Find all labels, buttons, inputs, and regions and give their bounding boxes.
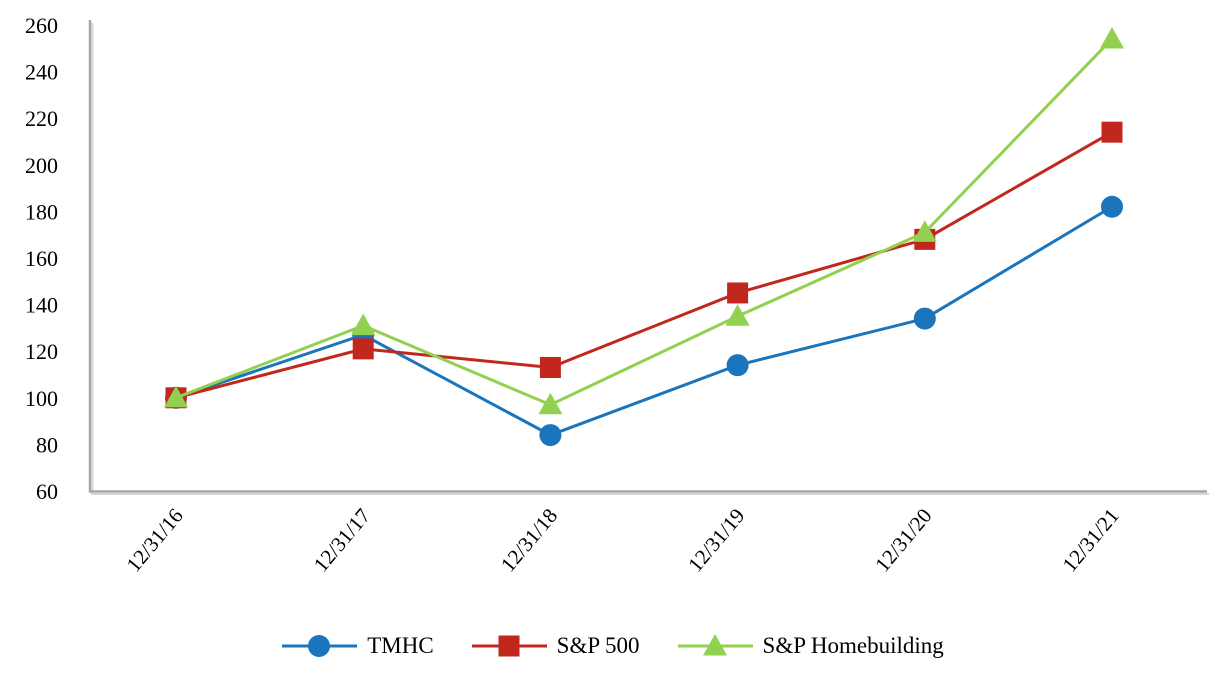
x-axis-tick-label: 12/31/18	[496, 504, 562, 577]
x-axis-tick-label: 12/31/20	[870, 504, 936, 577]
x-axis-tick-label: 12/31/21	[1057, 504, 1123, 577]
x-axis-tick-label: 12/31/19	[683, 504, 749, 577]
s-p-homebuilding-marker-2	[538, 392, 563, 415]
tmhc-marker-5	[1101, 195, 1123, 218]
y-axis-tick-label: 220	[25, 106, 58, 131]
chart-legend: TMHC S&P 500 S&P Homebuilding	[0, 633, 1226, 659]
s-p-homebuilding-legend-marker-icon	[677, 634, 753, 656]
s-p-500-legend-shape	[498, 635, 520, 657]
tmhc-legend-shape	[308, 635, 331, 657]
tmhc-line	[175, 205, 1113, 437]
y-axis-tick-label: 140	[25, 293, 58, 318]
tmhc-marker-3	[726, 354, 749, 377]
s-p-homebuilding-marker-3	[725, 304, 750, 326]
s-p-homebuilding-marker-1	[351, 313, 376, 336]
s-p-homebuilding-marker-4	[912, 220, 937, 242]
legend-item-tmhc: TMHC	[282, 633, 434, 659]
y-axis-tick-label: 160	[25, 246, 58, 271]
y-axis-tick-label: 80	[36, 432, 58, 457]
legend-item-s-p-500: S&P 500	[471, 633, 640, 659]
s-p-500-marker-1	[352, 338, 374, 360]
s-p-500-marker-2	[539, 357, 561, 379]
s-p-500-line	[175, 130, 1113, 400]
y-axis-tick-label: 60	[36, 479, 58, 504]
tmhc-marker-4	[913, 307, 936, 330]
y-axis-tick-label: 260	[25, 13, 58, 38]
y-axis-tick-label: 180	[25, 199, 58, 224]
x-axis-tick-label: 12/31/17	[309, 504, 375, 577]
tmhc-marker-2	[539, 424, 562, 447]
s-p-500-marker-5	[1101, 121, 1123, 143]
legend-item-s-p-homebuilding: S&P Homebuilding	[677, 633, 944, 659]
s-p-homebuilding-legend-shape	[702, 634, 727, 656]
y-axis-tick-label: 240	[25, 60, 58, 85]
tmhc-legend-marker-icon	[282, 635, 358, 657]
x-axis-tick-label: 12/31/16	[121, 504, 187, 577]
s-p-homebuilding-marker-0	[164, 385, 188, 408]
s-p-homebuilding-line	[175, 37, 1114, 407]
s-p-homebuilding-marker-5	[1100, 26, 1124, 49]
y-axis-tick-label: 200	[25, 153, 58, 178]
legend-label-s-p-homebuilding: S&P Homebuilding	[762, 633, 944, 658]
legend-label-tmhc: TMHC	[367, 633, 434, 658]
s-p-500-legend-marker-icon	[471, 635, 547, 657]
y-axis-tick-label: 100	[25, 386, 58, 411]
legend-label-s-p-500: S&P 500	[556, 633, 640, 658]
y-axis-tick-label: 120	[25, 339, 58, 364]
s-p-500-marker-3	[727, 282, 749, 304]
